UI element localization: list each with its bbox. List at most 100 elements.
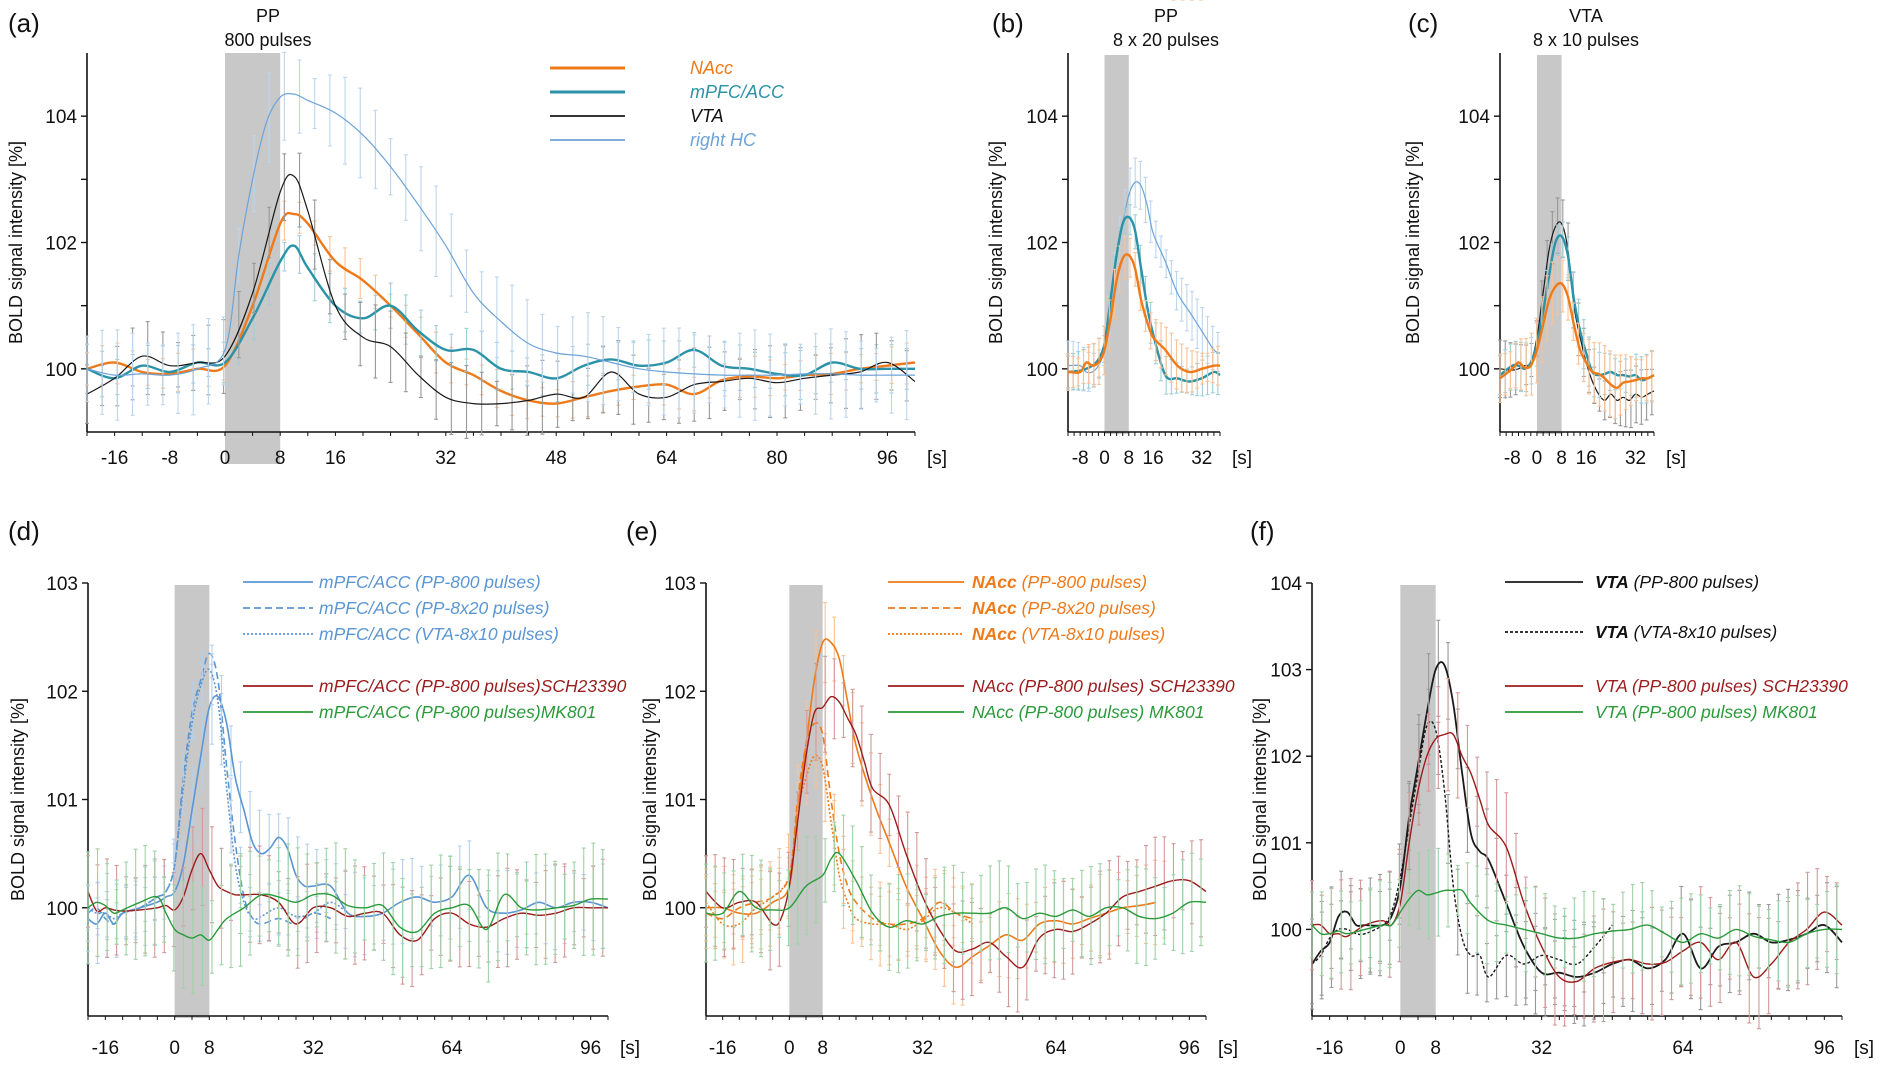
y-tick-label: 104 [1270,574,1302,595]
legend-label: NAcc (PP-800 pulses) MK801 [972,702,1204,722]
series-line [705,695,1207,969]
y-axis-label: BOLD signal intensity [%] [1250,698,1270,901]
y-tick-label: 100 [46,899,78,920]
y-tick-label: 101 [1270,834,1302,855]
legend-label-text: NAcc (PP-800 pulses) MK801 [972,702,1204,722]
legend-label-text: (PP-800 pulses) [1629,572,1759,592]
legend-label-text: (PP-8x20 pulses) [1017,598,1156,618]
y-axis-label: BOLD signal intensity [%] [1403,141,1423,344]
x-axis-unit-label: [s] [1218,1038,1238,1059]
legend-label: NAcc [690,58,733,78]
y-axis-label: BOLD signal intensity [%] [986,141,1006,344]
series-vta [85,152,916,440]
series-line [1311,732,1843,983]
x-axis-unit-label: [s] [927,448,947,469]
y-tick-label: 100 [1458,360,1490,381]
panel-label: (b) [992,8,1024,38]
series-line [705,722,973,926]
series-line [86,173,916,405]
y-tick-label: 102 [1458,234,1490,255]
legend-label-bold: NAcc [972,598,1017,618]
legend-label-text: mPFC/ACC (PP-8x20 pulses) [319,598,549,618]
x-tick-label: 96 [580,1038,601,1059]
y-axis-label: BOLD signal intensity [%] [640,698,660,901]
panel-label: (a) [8,8,40,38]
panel-a: (a) PP 800 pulses 100 102 104 -16 -8 0 8 16 32 48 64 8… [6,6,947,469]
x-tick-label: 32 [1531,1038,1552,1059]
x-tick-label: 32 [303,1038,324,1059]
series-line [86,92,915,376]
legend-label: mPFC/ACC [690,82,785,102]
series-nacc [1066,235,1221,394]
y-tick-label: 104 [1026,107,1058,128]
y-tick-label: 100 [664,899,696,920]
y-tick-label: 103 [46,574,78,595]
series-line [1499,281,1655,390]
legend-label: VTA (PP-800 pulses) MK801 [1595,702,1818,722]
series-line [1311,661,1843,978]
x-tick-label: 0 [1099,448,1110,469]
x-tick-label: 32 [435,448,456,469]
panel-f: (f) 100 101 102 103 104 -16 0 8 32 64 96 [s] BOLD sig… [1250,516,1874,1059]
x-tick-label: 8 [1124,448,1135,469]
series-line [87,852,608,942]
legend-label: NAcc (PP-800 pulses) SCH23390 [972,676,1235,696]
x-tick-label: 0 [220,448,231,469]
stimulus-shading [1400,585,1436,1018]
y-tick-label: 102 [664,682,696,703]
series-line [1311,720,1613,978]
x-axis-unit-label: [s] [1232,448,1252,469]
x-tick-label: 0 [784,1038,795,1059]
x-tick-label: 96 [877,448,898,469]
stimulus-shading [174,585,210,1018]
x-tick-label: 8 [1556,448,1567,469]
series-line [87,652,331,925]
series-nacc [85,200,916,420]
legend-label: mPFC/ACC (PP-800 pulses) [319,572,541,592]
x-tick-label: 16 [1576,448,1597,469]
x-tick-label: -16 [101,448,128,469]
y-tick-label: 100 [1026,360,1058,381]
panel-label: (f) [1250,516,1275,546]
x-axis-unit-label: [s] [1854,1038,1874,1059]
legend-label: NAcc (PP-8x20 pulses) [972,598,1156,618]
x-tick-label: 64 [1045,1038,1067,1059]
legend-label-bold: NAcc [972,572,1017,592]
panel-subtitle: 8 x 20 pulses [1113,30,1219,50]
legend-label: NAcc (VTA-8x10 pulses) [972,624,1165,644]
y-tick-label: 100 [45,360,77,381]
series-line [705,754,974,931]
y-tick-label: 101 [46,791,78,812]
legend-label-text: NAcc (PP-800 pulses) SCH23390 [972,676,1235,696]
x-tick-label: 32 [912,1038,933,1059]
legend-label: NAcc (PP-800 pulses) [972,572,1147,592]
x-tick-label: 64 [441,1038,463,1059]
stimulus-shading [789,585,823,1018]
legend-label: VTA (PP-800 pulses) [1595,572,1759,592]
x-tick-label: -8 [1504,448,1521,469]
x-tick-label: -16 [92,1038,119,1059]
series-line [1067,253,1221,374]
panel-c: (c) VTA 8 x 10 pulses 100 102 104 -8 0 8 16 32 [s] B… [1403,6,1686,469]
series-line [86,244,915,380]
legend-label: mPFC/ACC (PP-8x20 pulses) [319,598,549,618]
x-tick-label: 0 [169,1038,180,1059]
x-tick-label: 96 [1179,1038,1200,1059]
y-tick-label: 103 [1270,661,1302,682]
y-tick-label: 103 [664,574,696,595]
legend-label-text: (VTA-8x10 pulses) [1629,622,1777,642]
legend-label: VTA (VTA-8x10 pulses) [1595,622,1777,642]
x-tick-label: 16 [1143,448,1164,469]
x-tick-label: 64 [656,448,678,469]
y-axis-label: BOLD signal intensity [%] [6,141,26,344]
legend-label-text: (VTA-8x10 pulses) [1017,624,1165,644]
x-tick-label: -8 [1072,448,1089,469]
series-right-hc [85,51,915,421]
series-vta-vta-8x10-pulses- [1310,688,1613,1010]
series-line [1067,181,1221,374]
legend-label-bold: NAcc [972,624,1017,644]
x-axis-unit-label: [s] [620,1038,640,1059]
legend: NAcc (PP-800 pulses)NAcc (PP-8x20 pulses… [888,572,1235,722]
